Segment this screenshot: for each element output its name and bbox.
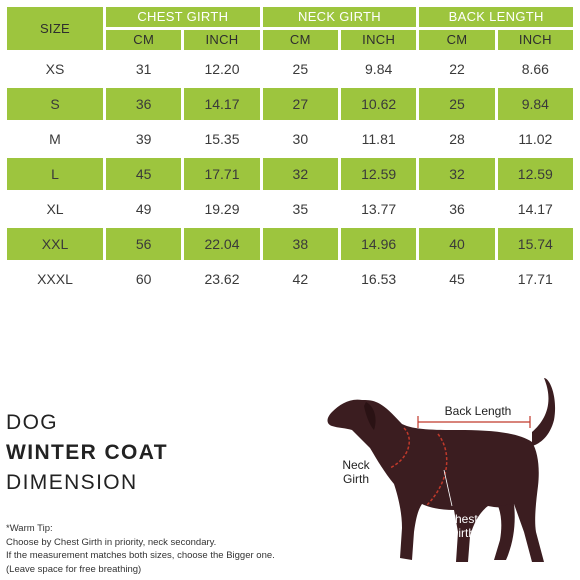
warm-tip-line: (Leave space for free breathing) xyxy=(6,563,142,575)
unit-header: INCH xyxy=(497,30,573,50)
measurement-cell: 16.53 xyxy=(361,271,397,287)
unit-header-row: CM INCH CM INCH CM INCH xyxy=(7,30,573,50)
measurement-cell: 23.62 xyxy=(204,271,240,287)
measurement-cell: 28 xyxy=(449,131,465,147)
size-row: XL 49 19.29 35 13.77 36 14.17 xyxy=(7,193,573,225)
size-cell: XXL xyxy=(7,228,103,260)
measurement-cell: 25 xyxy=(419,88,495,120)
size-cell: XXXL xyxy=(37,271,73,287)
unit-header: CM xyxy=(262,30,338,50)
size-header: SIZE xyxy=(7,7,103,50)
unit-header: INCH xyxy=(340,30,417,50)
dog-silhouette-icon xyxy=(327,378,556,562)
measurement-cell: 9.84 xyxy=(497,88,573,120)
measurement-cell: 49 xyxy=(135,201,152,217)
neck-girth-label: Neck Girth xyxy=(334,458,378,486)
size-cell: XL xyxy=(46,201,64,217)
size-row: S 36 14.17 27 10.62 25 9.84 xyxy=(7,88,573,120)
measurement-cell: 39 xyxy=(135,131,152,147)
measurement-cell: 10.62 xyxy=(340,88,417,120)
measurement-cell: 35 xyxy=(292,201,309,217)
unit-header: CM xyxy=(419,30,495,50)
warm-tip: *Warm Tip: Choose by Chest Girth in prio… xyxy=(6,522,275,576)
chest-girth-label-line: Chest xyxy=(446,512,478,526)
measurement-cell: 56 xyxy=(106,228,182,260)
warm-tip-line: If the measurement matches both sizes, c… xyxy=(6,550,275,561)
title-block: DOG WINTER COAT DIMENSION xyxy=(6,408,168,498)
measurement-cell: 42 xyxy=(292,271,309,287)
size-row: M 39 15.35 30 11.81 28 11.02 xyxy=(7,123,573,155)
warm-tip-line: Choose by Chest Girth in priority, neck … xyxy=(6,536,217,548)
size-row: XS 31 12.20 25 9.84 22 8.66 xyxy=(7,53,573,85)
measurement-cell: 40 xyxy=(419,228,495,260)
title-line-dog: DOG xyxy=(6,411,59,434)
title-line-dimension: DIMENSION xyxy=(6,471,138,494)
group-header-row: SIZE CHEST GIRTH NECK GIRTH BACK LENGTH xyxy=(7,7,573,50)
measurement-cell: 38 xyxy=(262,228,338,260)
measurement-cell: 13.77 xyxy=(361,201,397,217)
measurement-cell: 25 xyxy=(292,61,309,77)
size-cell: M xyxy=(49,131,61,147)
measurement-cell: 32 xyxy=(419,158,495,190)
neck-girth-label-line: Neck xyxy=(342,458,370,472)
back-length-header: BACK LENGTH xyxy=(419,7,573,27)
measurement-cell: 22.04 xyxy=(184,228,260,260)
chest-girth-label-line: Girth xyxy=(448,526,475,540)
chest-girth-header: CHEST GIRTH xyxy=(106,7,260,27)
size-cell: XS xyxy=(45,61,65,77)
measurement-cell: 45 xyxy=(449,271,465,287)
measurement-cell: 17.71 xyxy=(184,158,260,190)
size-cell: S xyxy=(7,88,103,120)
dog-measurement-diagram: Back Length Neck Girth Chest Girth xyxy=(318,372,576,572)
measurement-cell: 12.59 xyxy=(340,158,417,190)
measurement-cell: 32 xyxy=(262,158,338,190)
size-row: XXXL 60 23.62 42 16.53 45 17.71 xyxy=(7,263,573,295)
chest-girth-label: Chest Girth xyxy=(438,512,486,540)
measurement-cell: 36 xyxy=(106,88,182,120)
measurement-cell: 27 xyxy=(262,88,338,120)
measurement-cell: 19.29 xyxy=(204,201,240,217)
size-row: XXL 56 22.04 38 14.96 40 15.74 xyxy=(7,228,573,260)
measurement-cell: 12.59 xyxy=(497,158,573,190)
measurement-cell: 45 xyxy=(106,158,182,190)
back-length-label: Back Length xyxy=(444,404,512,418)
measurement-cell: 22 xyxy=(449,61,465,77)
measurement-cell: 14.17 xyxy=(517,201,553,217)
neck-girth-header: NECK GIRTH xyxy=(262,7,417,27)
size-table: SIZE CHEST GIRTH NECK GIRTH BACK LENGTH … xyxy=(4,4,576,298)
measurement-cell: 11.81 xyxy=(361,131,396,147)
size-row: L 45 17.71 32 12.59 32 12.59 xyxy=(7,158,573,190)
measurement-cell: 17.71 xyxy=(517,271,553,287)
measurement-cell: 14.17 xyxy=(184,88,260,120)
title-line-winter-coat: WINTER COAT xyxy=(6,441,168,464)
size-cell: L xyxy=(7,158,103,190)
measurement-cell: 31 xyxy=(135,61,152,77)
unit-header: INCH xyxy=(184,30,260,50)
warm-tip-heading: *Warm Tip: xyxy=(6,523,53,534)
measurement-cell: 15.35 xyxy=(204,131,240,147)
measurement-cell: 36 xyxy=(449,201,465,217)
measurement-cell: 12.20 xyxy=(204,61,240,77)
measurement-cell: 11.02 xyxy=(518,131,553,147)
unit-header: CM xyxy=(106,30,182,50)
size-rows: XS 31 12.20 25 9.84 22 8.66 S 36 14.17 27 10.62 25 9.… xyxy=(7,53,573,295)
neck-girth-label-line: Girth xyxy=(342,472,369,486)
measurement-cell: 9.84 xyxy=(365,61,393,77)
measurement-cell: 30 xyxy=(292,131,309,147)
measurement-cell: 14.96 xyxy=(340,228,417,260)
measurement-cell: 8.66 xyxy=(521,61,549,77)
size-chart: SIZE CHEST GIRTH NECK GIRTH BACK LENGTH … xyxy=(4,4,576,298)
measurement-cell: 60 xyxy=(135,271,152,287)
measurement-cell: 15.74 xyxy=(497,228,573,260)
